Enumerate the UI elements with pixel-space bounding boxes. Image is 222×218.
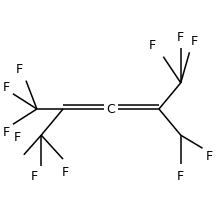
Text: F: F [190,35,197,48]
Text: F: F [149,39,156,52]
Text: F: F [3,126,10,140]
Text: F: F [16,63,23,76]
Text: F: F [177,170,184,183]
Text: F: F [14,131,21,144]
Text: F: F [62,166,69,179]
Text: F: F [3,81,10,94]
Text: C: C [107,102,115,116]
Text: F: F [177,31,184,44]
Text: F: F [206,150,213,164]
Text: F: F [31,170,38,183]
